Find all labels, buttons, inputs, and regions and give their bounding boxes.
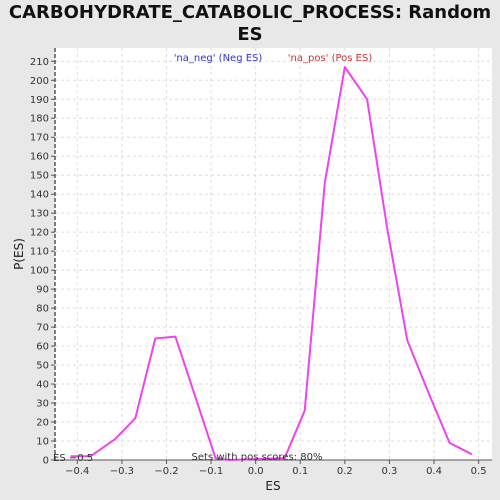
es-annotation: ES −0.5 — [53, 453, 93, 464]
y-tick-label: 130 — [30, 209, 49, 220]
x-tick-label: −0.1 — [199, 466, 223, 477]
y-tick-label: 60 — [36, 342, 49, 353]
y-tick-label: 110 — [30, 247, 49, 258]
y-tick-label: 50 — [36, 361, 49, 372]
y-tick-label: 40 — [36, 380, 49, 391]
y-tick-label: 90 — [36, 285, 49, 296]
y-tick-label: 170 — [30, 133, 49, 144]
x-tick-label: 0.0 — [248, 466, 264, 477]
y-tick-label: 190 — [30, 95, 49, 106]
x-tick-label: 0.4 — [426, 466, 442, 477]
y-tick-label: 200 — [30, 76, 49, 87]
chart-title-line-1: CARBOHYDRATE_CATABOLIC_PROCESS: Random E… — [8, 2, 492, 45]
y-tick-label: 20 — [36, 418, 49, 429]
y-tick-label: 160 — [30, 152, 49, 163]
y-axis-ticks: 0 10 20 30 40 50 60 70 80 90 100 110 120 130 140 150 160… — [30, 57, 55, 467]
grid — [55, 48, 492, 460]
y-tick-label: 0 — [43, 456, 49, 467]
y-tick-label: 30 — [36, 399, 49, 410]
y-tick-label: 120 — [30, 228, 49, 239]
axes — [54, 48, 492, 461]
x-tick-label: 0.3 — [381, 466, 397, 477]
y-tick-label: 100 — [30, 266, 49, 277]
legend-pos-es: 'na_pos' (Pos ES) — [288, 53, 373, 64]
y-tick-label: 140 — [30, 190, 49, 201]
x-tick-label: −0.2 — [154, 466, 178, 477]
y-tick-label: 180 — [30, 114, 49, 125]
x-tick-label: 0.5 — [471, 466, 487, 477]
y-tick-label: 10 — [36, 437, 49, 448]
y-tick-label: 210 — [30, 57, 49, 68]
x-tick-label: 0.2 — [337, 466, 353, 477]
pos-scores-annotation: Sets with pos scores: 80% — [192, 452, 323, 463]
x-axis-title: ES — [265, 479, 280, 493]
x-tick-label: −0.3 — [110, 466, 134, 477]
y-tick-label: 70 — [36, 323, 49, 334]
x-tick-label: −0.4 — [65, 466, 89, 477]
legend-neg-es: 'na_neg' (Neg ES) — [174, 53, 263, 64]
plot-area — [55, 48, 492, 460]
x-tick-label: 0.1 — [292, 466, 308, 477]
y-tick-label: 80 — [36, 304, 49, 315]
x-axis-ticks: −0.4 −0.3 −0.2 −0.1 0.0 0.1 0.2 0.3 0.4 0.5 — [65, 460, 487, 477]
series-layer — [70, 66, 473, 461]
es-distribution-line — [70, 66, 473, 461]
y-tick-label: 150 — [30, 171, 49, 182]
y-axis-title: P(ES) — [12, 238, 26, 270]
